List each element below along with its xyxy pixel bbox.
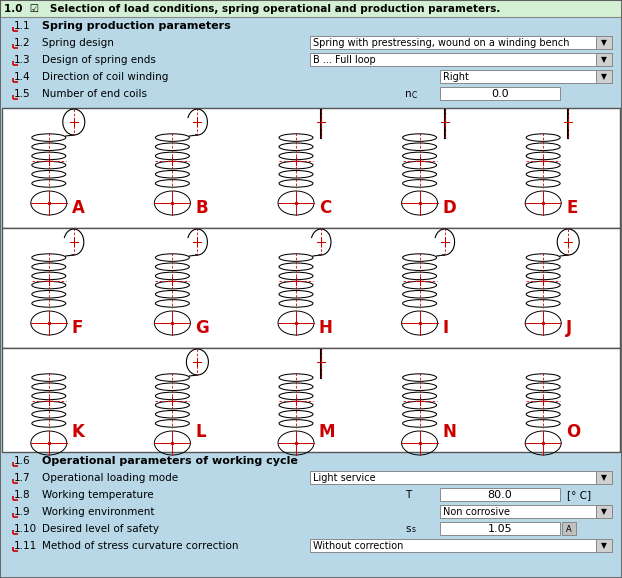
- Text: 0.0: 0.0: [491, 89, 509, 99]
- Text: s: s: [405, 524, 411, 534]
- Bar: [596, 539, 612, 552]
- Bar: [0, 85, 622, 102]
- Text: H: H: [319, 319, 333, 337]
- Bar: [596, 505, 612, 518]
- Text: ▼: ▼: [601, 55, 607, 65]
- Text: C: C: [412, 91, 417, 99]
- Bar: [440, 70, 612, 83]
- Text: Spring with prestressing, wound on a winding bench: Spring with prestressing, wound on a win…: [313, 38, 570, 48]
- Text: ▼: ▼: [601, 542, 607, 550]
- Text: 80.0: 80.0: [488, 490, 513, 500]
- Text: Spring design: Spring design: [42, 38, 114, 48]
- Bar: [310, 539, 612, 552]
- Text: N: N: [443, 423, 457, 441]
- Bar: [596, 53, 612, 66]
- Bar: [0, 503, 622, 520]
- Text: 1.0  ☑   Selection of load conditions, spring operational and production paramet: 1.0 ☑ Selection of load conditions, spri…: [4, 3, 500, 13]
- Text: 1.7: 1.7: [14, 473, 30, 483]
- Text: B ... Full loop: B ... Full loop: [313, 55, 376, 65]
- Text: K: K: [72, 423, 85, 441]
- Bar: [0, 469, 622, 486]
- Text: Operational loading mode: Operational loading mode: [42, 473, 178, 483]
- Bar: [596, 471, 612, 484]
- Text: s: s: [412, 525, 416, 535]
- Bar: [596, 70, 612, 83]
- Text: 1.6: 1.6: [14, 456, 30, 466]
- Text: [° C]: [° C]: [567, 490, 591, 500]
- Text: Without correction: Without correction: [313, 541, 404, 551]
- Text: 1.8: 1.8: [14, 490, 30, 500]
- Bar: [310, 53, 612, 66]
- Bar: [310, 36, 612, 49]
- Bar: [0, 486, 622, 503]
- Text: ▼: ▼: [601, 473, 607, 483]
- Text: T: T: [405, 490, 411, 500]
- Text: Operational parameters of working cycle: Operational parameters of working cycle: [42, 456, 298, 466]
- Text: D: D: [443, 199, 457, 217]
- Text: 1.1: 1.1: [14, 21, 30, 31]
- Bar: [0, 0, 622, 17]
- Bar: [440, 505, 612, 518]
- Text: 1.4: 1.4: [14, 72, 30, 82]
- Bar: [440, 87, 560, 100]
- Bar: [0, 17, 622, 34]
- Text: Number of end coils: Number of end coils: [42, 89, 147, 99]
- Bar: [0, 452, 622, 469]
- Text: ▼: ▼: [601, 507, 607, 517]
- Text: Light service: Light service: [313, 473, 376, 483]
- Text: 1.11: 1.11: [14, 541, 37, 551]
- Bar: [562, 522, 576, 535]
- Text: Method of stress curvature correction: Method of stress curvature correction: [42, 541, 238, 551]
- Text: A: A: [566, 524, 572, 533]
- Text: Non corrosive: Non corrosive: [443, 507, 510, 517]
- Text: 1.5: 1.5: [14, 89, 30, 99]
- Text: 1.9: 1.9: [14, 507, 30, 517]
- Text: O: O: [566, 423, 580, 441]
- Bar: [0, 537, 622, 554]
- Bar: [440, 488, 560, 501]
- Text: F: F: [72, 319, 83, 337]
- Bar: [596, 36, 612, 49]
- Text: n: n: [405, 89, 412, 99]
- Text: Right: Right: [443, 72, 469, 82]
- Text: Design of spring ends: Design of spring ends: [42, 55, 156, 65]
- Text: 1.3: 1.3: [14, 55, 30, 65]
- Text: E: E: [566, 199, 578, 217]
- Text: Working environment: Working environment: [42, 507, 154, 517]
- Bar: [0, 51, 622, 68]
- Text: L: L: [195, 423, 206, 441]
- Bar: [310, 471, 612, 484]
- Text: 1.05: 1.05: [488, 524, 513, 534]
- Text: Working temperature: Working temperature: [42, 490, 154, 500]
- Bar: [0, 520, 622, 537]
- Bar: [2, 348, 620, 452]
- Bar: [2, 228, 620, 348]
- Text: A: A: [72, 199, 85, 217]
- Text: 1.2: 1.2: [14, 38, 30, 48]
- Text: 1.10: 1.10: [14, 524, 37, 534]
- Text: Desired level of safety: Desired level of safety: [42, 524, 159, 534]
- Text: ▼: ▼: [601, 72, 607, 81]
- Bar: [0, 68, 622, 85]
- Text: M: M: [319, 423, 335, 441]
- Text: G: G: [195, 319, 209, 337]
- Text: Spring production parameters: Spring production parameters: [42, 21, 231, 31]
- Text: I: I: [443, 319, 448, 337]
- Bar: [0, 34, 622, 51]
- Text: C: C: [319, 199, 332, 217]
- Text: Direction of coil winding: Direction of coil winding: [42, 72, 169, 82]
- Text: J: J: [566, 319, 572, 337]
- Text: B: B: [195, 199, 208, 217]
- Bar: [2, 108, 620, 228]
- Bar: [440, 522, 560, 535]
- Text: ▼: ▼: [601, 39, 607, 47]
